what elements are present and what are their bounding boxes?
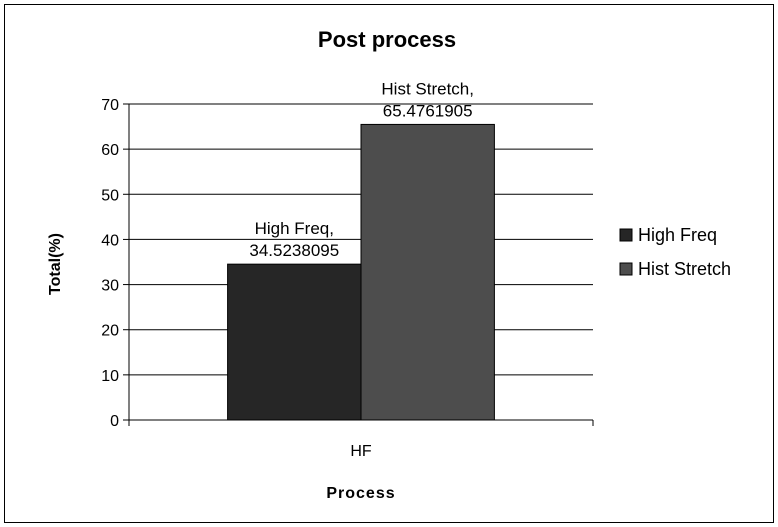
y-tick-label: 40 [101,232,119,249]
legend-label: High Freq [638,225,717,245]
bars [227,123,495,421]
y-tick-label: 30 [101,278,119,295]
y-tick-label: 50 [101,187,119,204]
bar-hist-stretch [360,123,495,421]
legend-label: Hist Stretch [638,259,731,279]
chart-title: Post process [318,27,456,52]
y-tick-labels: 0 10 20 30 40 50 60 70 [101,97,119,430]
bar-high-freq [227,263,362,421]
y-tick-label: 20 [101,323,119,340]
legend-swatch [619,228,633,242]
data-label: High Freq, [255,219,334,238]
x-axis-title: Process [326,485,395,502]
axes [123,103,594,426]
y-axis-title: Total(%) [47,233,64,295]
data-labels: High Freq, 34.5238095 Hist Stretch, 65.4761… [249,79,474,260]
legend: High Freq Hist Stretch [619,225,731,279]
x-tick-label: HF [350,443,372,460]
legend-swatch [619,262,633,276]
data-label: 65.4761905 [383,101,473,120]
x-tick-labels: HF [350,443,372,460]
data-label: Hist Stretch, [381,79,474,98]
y-tick-label: 10 [101,368,119,385]
data-label: 34.5238095 [249,241,339,260]
y-tick-label: 70 [101,97,119,114]
y-tick-label: 0 [110,413,119,430]
y-tick-label: 60 [101,142,119,159]
